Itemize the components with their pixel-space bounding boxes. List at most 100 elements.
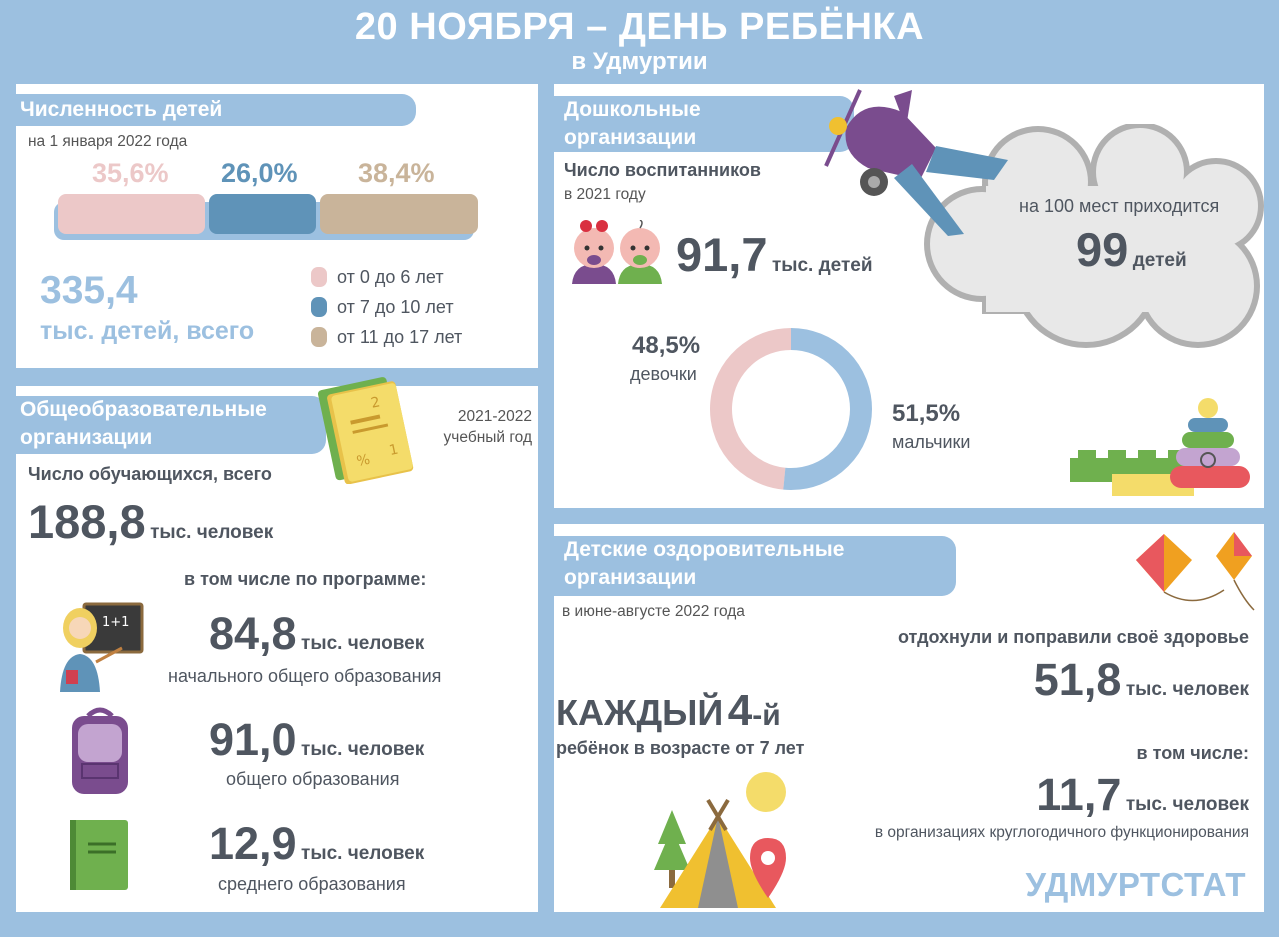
children-total-value: 335,4	[40, 269, 138, 312]
program-secondary-value: 12,9	[209, 818, 297, 869]
kites-icon	[1136, 532, 1255, 611]
rested-value: 51,8	[1033, 654, 1122, 705]
age-bar-segment-7-10	[208, 194, 316, 234]
legend-item-0-6: от 0 до 6 лет	[311, 262, 462, 292]
every-word: КАЖДЫЙ	[556, 692, 724, 733]
places-value: 99	[1076, 223, 1129, 276]
pupils-unit: тыс. детей	[771, 255, 873, 276]
every-number: 4	[727, 686, 753, 735]
babies-icon	[572, 220, 662, 284]
every-fourth-row: КАЖДЫЙ 4-й	[556, 686, 781, 736]
including-label: в том числе:	[1136, 743, 1249, 763]
legend-item-11-17: от 11 до 17 лет	[311, 322, 462, 352]
programs-label: в том числе по программе:	[184, 569, 427, 589]
program-basic-label: общего образования	[226, 769, 400, 789]
every-suffix: -й	[752, 699, 781, 732]
program-basic-value-row: 91,0 тыс. человек	[209, 714, 424, 766]
students-total: 188,8 тыс. человек	[28, 494, 273, 549]
places-unit: детей	[1132, 250, 1187, 271]
legend-label: от 7 до 10 лет	[337, 297, 454, 317]
children-total-label: тыс. детей, всего	[40, 317, 255, 345]
legend-label: от 11 до 17 лет	[337, 327, 463, 347]
age-bar	[58, 194, 478, 234]
page-title: 20 НОЯБРЯ – ДЕНЬ РЕБЁНКА	[354, 6, 925, 48]
green-book-icon	[70, 820, 128, 890]
preschool-heading-line1: Дошкольные	[564, 98, 701, 121]
rested-value-row: 51,8 тыс. человек	[1034, 654, 1249, 706]
toys-icon	[1070, 398, 1250, 496]
children-count-heading: Численность детей	[16, 94, 416, 126]
girls-label: девочки	[630, 364, 697, 384]
legend-swatch	[311, 327, 327, 347]
age-bar-segment-11-17	[319, 194, 478, 234]
program-primary-value: 84,8	[209, 608, 297, 659]
pupils-year: в 2021 году	[564, 186, 646, 203]
age-bar-segment-0-6	[58, 194, 205, 234]
schools-heading: Общеобразовательные организации	[16, 396, 326, 454]
legend-swatch	[311, 297, 327, 317]
students-label: Число обучающихся, всего	[28, 464, 272, 484]
preschool-heading-line2: организации	[564, 126, 697, 149]
pct-label-11-17: 38,4%	[358, 158, 435, 188]
pupils-label: Число воспитанников	[564, 160, 761, 180]
rested-label: отдохнули и поправили своё здоровье	[897, 627, 1249, 647]
notebook-icon: 2 % 1	[318, 377, 414, 484]
program-basic-unit: тыс. человек	[301, 739, 425, 760]
airplane-icon	[824, 89, 1008, 236]
yearround-label: в организациях круглогодичного функциони…	[874, 824, 1249, 841]
pct-label-7-10: 26,0%	[221, 158, 298, 188]
donut-boys-slice	[710, 328, 872, 490]
girls-pct: 48,5%	[632, 332, 701, 359]
program-primary-unit: тыс. человек	[301, 633, 425, 654]
svg-text:2: 2	[370, 394, 382, 412]
school-year-line2: учебный год	[443, 429, 532, 446]
brand-logo: УДМУРТСТАТ	[1025, 866, 1246, 903]
schools-panel: Общеобразовательные организации 2 % 1 20…	[16, 377, 538, 912]
places-label: на 100 мест приходится	[1019, 196, 1220, 216]
places-value-row: 99 детей	[1076, 222, 1187, 277]
pupils-value: 91,7	[676, 228, 768, 281]
program-secondary-unit: тыс. человек	[301, 843, 425, 864]
preschool-heading: Дошкольные организации	[554, 96, 854, 152]
health-panel: Детские оздоровительные организации в ию…	[554, 524, 1264, 912]
program-secondary-value-row: 12,9 тыс. человек	[209, 818, 424, 870]
every-description: ребёнок в возрасте от 7 лет	[556, 738, 805, 758]
health-heading-line2: организации	[564, 566, 697, 589]
camp-icon	[654, 772, 786, 908]
program-basic-value: 91,0	[209, 714, 297, 765]
pct-label-0-6: 35,6%	[92, 158, 169, 188]
school-year-line1: 2021-2022	[457, 408, 532, 425]
svg-text:%: %	[355, 452, 371, 470]
teacher-icon: 1+1	[60, 602, 144, 692]
health-heading-line1: Детские оздоровительные	[564, 538, 845, 561]
health-period: в июне-августе 2022 года	[562, 603, 745, 620]
yearround-value-row: 11,7 тыс. человек	[1036, 769, 1249, 821]
schools-heading-line1: Общеобразовательные	[20, 398, 267, 421]
program-primary-label: начального общего образования	[168, 666, 442, 686]
program-secondary-label: среднего образования	[218, 874, 406, 894]
age-legend: от 0 до 6 лет от 7 до 10 лет от 11 до 17…	[311, 262, 462, 352]
students-total-unit: тыс. человек	[150, 522, 274, 543]
rested-unit: тыс. человек	[1125, 679, 1249, 700]
yearround-value: 11,7	[1036, 769, 1122, 820]
health-heading: Детские оздоровительные организации	[554, 536, 956, 596]
backpack-icon	[72, 707, 128, 794]
boys-label: мальчики	[892, 432, 971, 452]
students-total-value: 188,8	[28, 495, 146, 548]
program-primary-value-row: 84,8 тыс. человек	[209, 608, 424, 660]
board-text: 1+1	[102, 615, 129, 630]
legend-swatch	[311, 267, 327, 287]
gender-donut	[710, 328, 872, 490]
school-year: 2021-2022 учебный год	[444, 406, 532, 448]
page-subtitle: в Удмуртии	[571, 48, 708, 75]
boys-pct: 51,5%	[892, 400, 961, 427]
children-count-date: на 1 января 2022 года	[28, 133, 188, 150]
legend-item-7-10: от 7 до 10 лет	[311, 292, 462, 322]
schools-heading-line2: организации	[20, 426, 153, 449]
svg-text:1: 1	[388, 442, 400, 460]
children-count-panel: Численность детей на 1 января 2022 года …	[16, 84, 538, 368]
legend-label: от 0 до 6 лет	[337, 267, 444, 287]
preschool-panel: Дошкольные организации	[554, 84, 1264, 508]
yearround-unit: тыс. человек	[1125, 794, 1249, 815]
pupils-value-row: 91,7 тыс. детей	[676, 227, 873, 282]
